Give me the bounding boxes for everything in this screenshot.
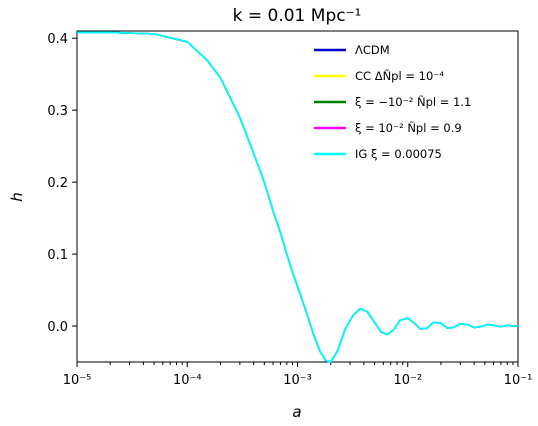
- y-tick-label: 0.0: [47, 320, 68, 335]
- y-tick-label: 0.1: [47, 248, 68, 263]
- legend-label-xi-neg: ξ = −10⁻² Ñpl = 1.1: [355, 94, 471, 109]
- ticks: 10⁻⁵ 10⁻⁴ 10⁻³ 10⁻² 10⁻¹ 0.0 0.1 0.2 0.3 0.4: [47, 32, 532, 388]
- legend-label-xi-pos: ξ = 10⁻² Ñpl = 0.9: [355, 120, 462, 135]
- x-tick-label: 10⁻³: [283, 373, 312, 388]
- legend-label-ig: IG ξ = 0.00075: [355, 147, 442, 161]
- legend-label-lcdm: ΛCDM: [355, 43, 390, 57]
- series-line-4: [77, 31, 519, 363]
- x-tick-label: 10⁻⁴: [173, 373, 202, 388]
- chart-title: k = 0.01 Mpc⁻¹: [233, 6, 362, 26]
- x-axis-label: a: [292, 403, 301, 421]
- y-tick-label: 0.4: [47, 32, 68, 47]
- series-group: [77, 31, 519, 363]
- x-tick-label: 10⁻²: [393, 373, 422, 388]
- y-tick-label: 0.2: [47, 176, 68, 191]
- legend: ΛCDM CC ΔÑpl = 10⁻⁴ ξ = −10⁻² Ñpl = 1.1 …: [314, 43, 471, 161]
- legend-label-cc: CC ΔÑpl = 10⁻⁴: [355, 68, 444, 83]
- x-tick-label: 10⁻⁵: [63, 373, 92, 388]
- y-axis-label: h: [8, 192, 26, 202]
- y-tick-label: 0.3: [47, 104, 68, 119]
- x-tick-label: 10⁻¹: [504, 373, 533, 388]
- plot-area: [76, 30, 519, 363]
